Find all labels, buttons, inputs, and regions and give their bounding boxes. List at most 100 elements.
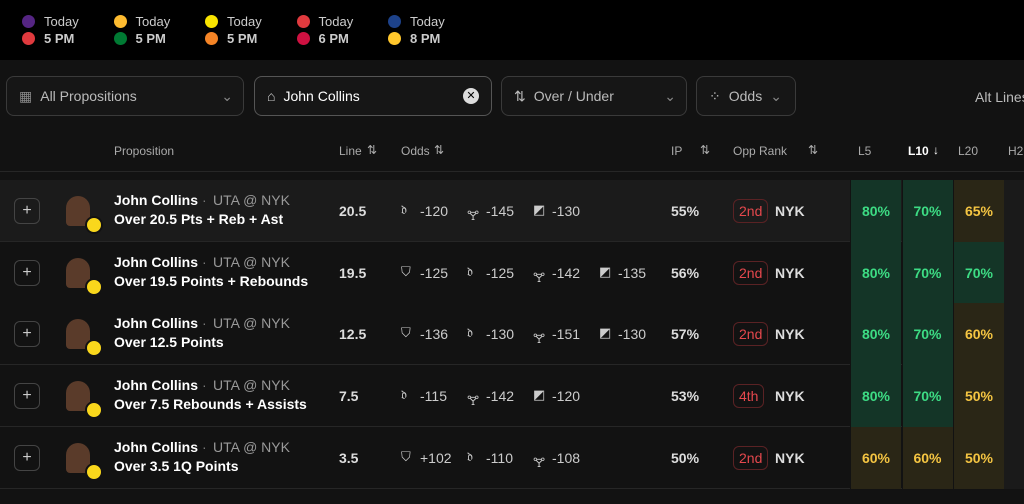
odds: -151	[552, 326, 581, 343]
hit-rate: 65%	[953, 180, 1004, 242]
hit-rate: 50%	[953, 365, 1004, 428]
hit-rate-empty	[1004, 426, 1024, 489]
book-icon: ◩	[533, 202, 546, 217]
team-badge	[85, 462, 103, 481]
hit-rate: 70%	[901, 241, 953, 304]
game-day: Today	[135, 14, 171, 29]
odds-filter[interactable]: ⁘ Odds ⌄	[696, 76, 796, 116]
implied-probability: 55%	[671, 203, 700, 219]
line: 3.5	[339, 449, 359, 466]
odds: -142	[486, 388, 515, 405]
col[interactable]: Opp Rank	[733, 144, 788, 158]
over-under-filter[interactable]: ⇅ Over / Under ⌄	[501, 76, 687, 116]
opp-rank: 2nd	[733, 199, 769, 223]
hit-rate: 60%	[953, 303, 1004, 366]
opponent: NYK	[775, 449, 805, 466]
book-icon: ◩	[599, 263, 612, 279]
game-day: Today	[410, 14, 445, 29]
add-button[interactable]: +	[14, 259, 40, 286]
add-button[interactable]: +	[14, 198, 40, 224]
hit-rate: 70%	[953, 241, 1004, 304]
odds: -120	[420, 203, 449, 219]
add-button[interactable]: +	[14, 444, 40, 471]
opponent: NYK	[775, 388, 805, 405]
table-header: Proposition Line ⇅ Odds ⇅ IP ⇅ Opp Rank ⇅ L5…	[0, 130, 1024, 172]
hit-rate: 70%	[901, 365, 953, 428]
team-logo	[22, 32, 35, 45]
dot: ·	[202, 438, 207, 455]
odds: -135	[618, 264, 647, 281]
book-icon: ⛉	[401, 448, 411, 464]
dot: ·	[202, 315, 207, 332]
odds: -130	[552, 203, 581, 219]
hit-rate: 80%	[850, 365, 901, 428]
book-icon: ◩	[599, 325, 612, 341]
dot: ·	[202, 192, 207, 208]
odds: -108	[552, 449, 581, 466]
player-name: John Collins	[114, 438, 198, 455]
line: 12.5	[339, 326, 367, 343]
search-box[interactable]: ⌂ John Collins ✕	[254, 76, 492, 116]
col[interactable]: H2H	[1008, 144, 1024, 158]
team-logo	[22, 15, 35, 28]
odds: -130	[486, 326, 515, 343]
odds: -110	[486, 449, 513, 466]
dot: ·	[202, 253, 207, 270]
hit-rate: 60%	[850, 426, 901, 489]
label: All Propositions	[40, 88, 137, 104]
col[interactable]: Odds	[401, 144, 430, 158]
matchup: UTA @ NYK	[213, 377, 290, 394]
label: Odds	[728, 88, 763, 104]
opponent: NYK	[775, 264, 805, 281]
hit-rate: 70%	[901, 303, 953, 366]
col[interactable]: IP	[671, 144, 683, 158]
game-day: Today	[44, 14, 79, 29]
alt-lines[interactable]: Alt Lines	[975, 89, 1024, 105]
matchup: UTA @ NYK	[213, 438, 290, 455]
label: Over / Under	[533, 88, 614, 104]
line: 19.5	[339, 264, 367, 281]
player-name: John Collins	[114, 253, 198, 270]
book-icon: 𝔡	[467, 325, 473, 341]
book-icon: 🝖	[467, 208, 480, 223]
prop-row: + John Collins · UTA @ NYK Over 20.5 Pts + R…	[0, 180, 1024, 242]
matchup: UTA @ NYK	[213, 253, 290, 270]
odds: -130	[618, 326, 647, 343]
odds: -145	[486, 203, 515, 219]
add-button[interactable]: +	[14, 321, 40, 348]
game-time: 5 PM	[44, 31, 75, 46]
team-badge	[85, 277, 103, 296]
hit-rate-empty	[1004, 303, 1024, 366]
col[interactable]: L20	[958, 144, 979, 158]
col[interactable]: L10	[908, 144, 929, 158]
team-logo	[113, 15, 127, 28]
hit-rate: 60%	[901, 426, 953, 489]
odds: -115	[420, 388, 447, 405]
odds: -120	[552, 388, 581, 405]
game-day: Today	[318, 14, 354, 29]
team-badge	[85, 401, 103, 420]
dot: ·	[202, 377, 207, 394]
team-logo	[205, 15, 218, 28]
hit-rate: 80%	[850, 241, 901, 304]
matchup: UTA @ NYK	[213, 315, 290, 332]
opponent: NYK	[775, 326, 805, 343]
col[interactable]: L5	[858, 144, 872, 158]
games-bar: Today 5 PM Today 5 PM Today 5 PM Today 6 PM Toda…	[0, 0, 1024, 60]
propositions-filter[interactable]: ▦ All Propositions ⌄	[6, 76, 244, 116]
implied-probability: 57%	[671, 326, 700, 343]
team-badge	[85, 216, 103, 234]
book-icon: 𝔡	[401, 202, 407, 217]
team-logo	[296, 32, 310, 45]
game-time: 5 PM	[135, 31, 166, 46]
col[interactable]: Line	[339, 144, 362, 158]
col: Proposition	[114, 144, 175, 158]
add-button[interactable]: +	[14, 383, 40, 410]
opponent: NYK	[775, 203, 805, 219]
proposition: Over 19.5 Points + Rebounds	[114, 272, 309, 289]
game-time: 5 PM	[227, 31, 258, 46]
team-logo	[113, 32, 127, 45]
game-time: 6 PM	[318, 31, 349, 46]
odds: -142	[552, 264, 581, 281]
hit-rate-empty	[1004, 365, 1024, 428]
